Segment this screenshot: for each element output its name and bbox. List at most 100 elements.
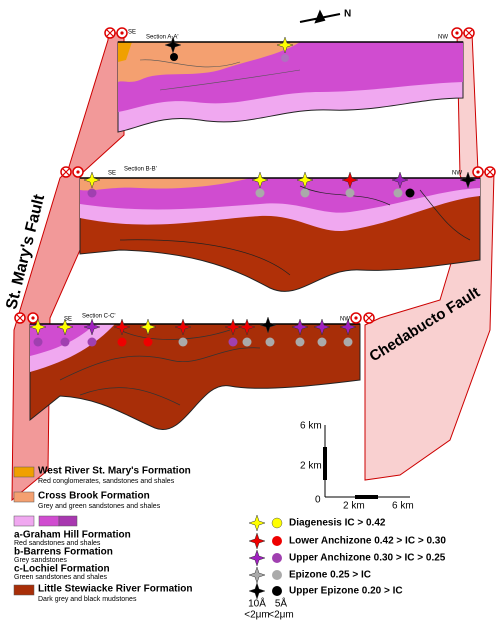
shape xyxy=(255,188,265,198)
formation-legend xyxy=(13,466,78,596)
shape xyxy=(299,9,341,24)
scale-label: 2 km xyxy=(300,461,322,472)
shape xyxy=(178,337,188,347)
fraction-label: <2μm xyxy=(268,610,294,621)
symbol-label: Upper Anchizone 0.30 > IC > 0.25 xyxy=(289,553,446,564)
shape xyxy=(143,337,153,347)
symbol xyxy=(104,27,116,39)
symbol xyxy=(248,514,266,532)
shape xyxy=(271,517,283,529)
formation-name: West River St. Mary's Formation xyxy=(38,466,191,477)
se-label: SE xyxy=(128,30,136,36)
symbol xyxy=(248,566,266,584)
shape xyxy=(300,188,310,198)
shape xyxy=(87,188,97,198)
se-label: SE xyxy=(108,171,116,177)
section-label: Section A-A' xyxy=(146,35,179,41)
formation-description: Dark grey and black mudstones xyxy=(38,596,137,603)
shape xyxy=(29,323,361,431)
symbol xyxy=(60,166,72,178)
fraction-label: <2μm xyxy=(244,610,270,621)
nw-label: NW xyxy=(452,171,462,177)
shape xyxy=(60,337,70,347)
fraction-size: 10Å xyxy=(248,597,266,610)
formation-description: Green sandstones and shales xyxy=(14,574,108,581)
formation-description: Grey and green sandstones and shales xyxy=(38,503,161,510)
symbol xyxy=(248,549,266,567)
shape xyxy=(58,515,78,527)
symbol xyxy=(248,582,266,600)
symbol xyxy=(451,27,463,39)
scale-label: 6 km xyxy=(300,421,322,432)
shape xyxy=(118,42,300,82)
section-b xyxy=(79,177,481,292)
symbol xyxy=(350,312,362,324)
symbol-label: Epizone 0.25 > IC xyxy=(289,570,371,581)
scale-label: 2 km xyxy=(343,501,365,512)
symbol-label: Upper Epizone 0.20 > IC xyxy=(289,586,403,597)
symbol xyxy=(363,312,375,324)
shape xyxy=(317,337,327,347)
nw-label: NW xyxy=(438,35,448,41)
shape xyxy=(117,337,127,347)
shape xyxy=(272,586,282,596)
formation-name: b-Barrens Formation xyxy=(14,547,113,558)
nw-label: NW xyxy=(340,317,350,323)
north-arrow: N xyxy=(299,9,351,24)
symbol-label: Diagenesis IC > 0.42 xyxy=(289,518,386,529)
section-c xyxy=(29,323,361,431)
section-a xyxy=(117,41,464,133)
fraction-size: 5Å xyxy=(275,597,288,610)
shape xyxy=(242,337,252,347)
shape xyxy=(343,337,353,347)
scale-bar xyxy=(323,425,410,499)
formation-description: Red sandstones and shales xyxy=(14,540,101,547)
formation-name: Little Stewiacke River Formation xyxy=(38,584,193,595)
shape xyxy=(295,337,305,347)
scale-label: 0 xyxy=(315,495,321,506)
shape xyxy=(119,185,471,276)
symbol-label: Lower Anchizone 0.42 > IC > 0.30 xyxy=(289,536,446,547)
shape xyxy=(405,188,415,198)
formation-name: c-Lochiel Formation xyxy=(14,564,110,575)
shape xyxy=(13,515,35,527)
samples xyxy=(29,36,477,347)
section-label: Section C-C' xyxy=(82,314,116,320)
shape xyxy=(87,337,97,347)
shape xyxy=(139,59,301,91)
formation-name: Cross Brook Formation xyxy=(38,491,150,502)
shape xyxy=(228,337,238,347)
se-label: SE xyxy=(64,317,72,323)
shape xyxy=(33,337,43,347)
north-label: N xyxy=(344,9,351,20)
symbol xyxy=(484,166,496,178)
shape xyxy=(265,337,275,347)
shape xyxy=(13,491,35,503)
shape xyxy=(393,188,403,198)
symbol xyxy=(14,312,26,324)
shape xyxy=(345,188,355,198)
formation-description: Red conglomerates, sandstones and shales xyxy=(38,478,175,485)
shape xyxy=(118,42,132,62)
symbol-legend xyxy=(248,514,283,600)
shape xyxy=(170,53,178,61)
shape xyxy=(281,54,289,62)
symbol xyxy=(116,27,128,39)
symbol xyxy=(472,166,484,178)
formation-description: Grey sandstones xyxy=(14,557,67,564)
formation-name: a-Graham Hill Formation xyxy=(14,530,131,541)
shape xyxy=(59,329,261,406)
symbol xyxy=(248,532,266,550)
shape xyxy=(80,178,250,191)
symbol xyxy=(463,27,475,39)
shape xyxy=(13,466,35,478)
shape xyxy=(272,570,282,580)
symbol xyxy=(72,166,84,178)
shape xyxy=(38,515,60,527)
shape xyxy=(13,584,35,596)
symbol xyxy=(27,312,39,324)
shape xyxy=(272,553,282,563)
section-label: Section B-B' xyxy=(124,167,157,173)
scale-label: 6 km xyxy=(392,501,414,512)
